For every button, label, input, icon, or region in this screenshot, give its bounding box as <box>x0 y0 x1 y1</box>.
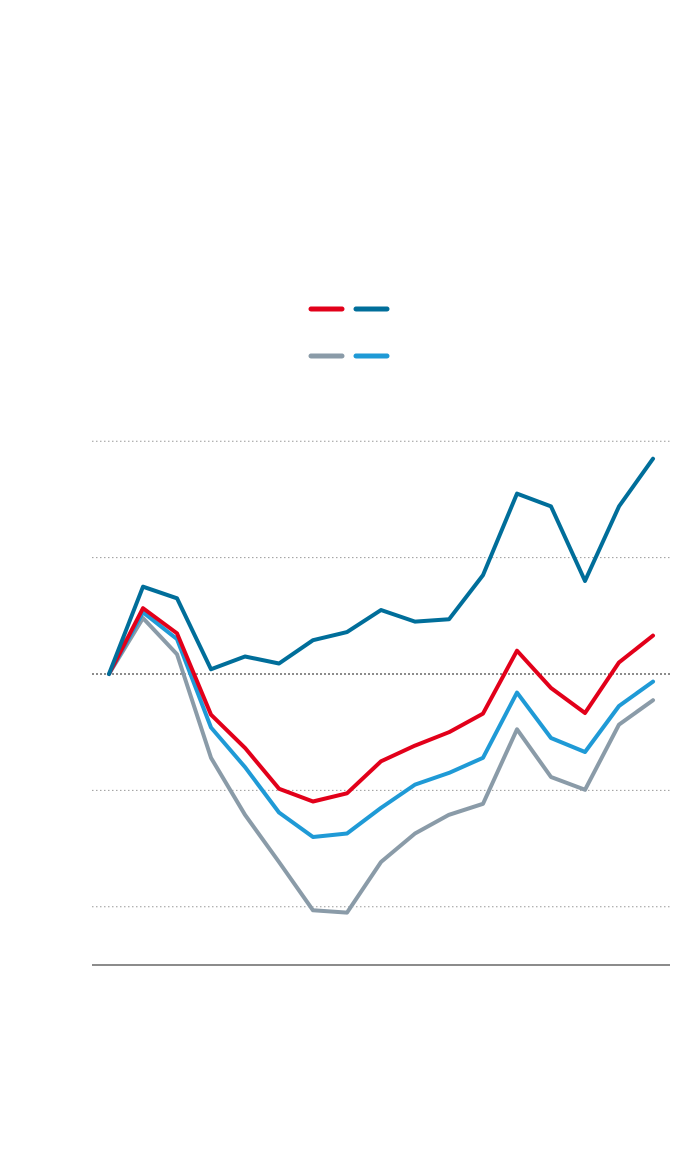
series-line-2 <box>107 606 655 804</box>
legend <box>308 306 390 359</box>
series-line-4 <box>107 616 655 915</box>
series-lines <box>107 456 655 915</box>
gridlines <box>92 440 670 908</box>
series-line-3 <box>107 610 655 839</box>
series-line-1 <box>107 456 655 676</box>
